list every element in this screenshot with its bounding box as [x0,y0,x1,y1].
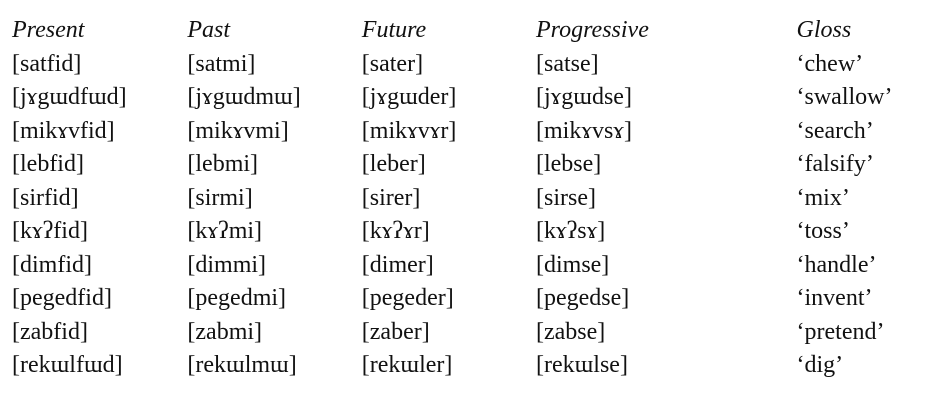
cell-gloss: ‘chew’ [796,50,864,77]
cell-past: [kɤʔmi] [187,218,263,244]
cell-gloss: ‘swallow’ [796,84,893,110]
table-row: [jɤgɯdfɯd] [jɤgɯdmɯ] [jɤgɯder] [jɤgɯdse]… [12,81,946,115]
cell-gloss: ‘invent’ [796,285,873,311]
header-gloss: Gloss [796,17,852,43]
cell-progressive: [mikɤvsɤ] [535,117,632,144]
cell-present: [lebfid] [12,151,84,177]
cell-gloss: ‘mix’ [796,184,850,211]
cell-past: [lebmi] [187,151,259,177]
cell-past: [sirmi] [187,184,253,211]
cell-past: [mikɤvmi] [187,117,289,144]
cell-gloss: ‘falsify’ [796,151,874,177]
cell-future: [sater] [361,50,424,77]
cell-future: [leber] [361,151,426,177]
table-row: [zabfid] [zabmi] [zaber] [zabse] ‘preten… [12,316,946,350]
cell-present: [kɤʔfid] [12,218,88,244]
header-past: Past [187,17,231,43]
table-row: [pegedfid] [pegedmi] [pegeder] [pegedse]… [12,282,946,316]
cell-future: [kɤʔɤr] [361,218,430,244]
cell-progressive: [kɤʔsɤ] [535,218,606,244]
cell-present: [zabfid] [12,318,88,345]
cell-progressive: [satse] [535,50,599,77]
header-future: Future [361,17,427,43]
cell-present: [sirfid] [12,184,79,211]
cell-past: [zabmi] [187,318,263,345]
cell-future: [sirer] [361,184,421,211]
table-row: [rekɯlfɯd] [rekɯlmɯ] [rekɯler] [rekɯlse]… [12,349,946,383]
cell-progressive: [rekɯlse] [535,352,628,378]
cell-progressive: [sirse] [535,184,596,211]
cell-gloss: ‘toss’ [796,218,850,244]
table-row: [mikɤvfid] [mikɤvmi] [mikɤvɤr] [mikɤvsɤ]… [12,115,946,149]
header-row: Present Past Future Progressive Gloss [12,14,946,48]
cell-gloss: ‘pretend’ [796,318,885,345]
header-present: Present [12,17,85,43]
cell-past: [rekɯlmɯ] [187,352,297,378]
cell-progressive: [zabse] [535,318,606,345]
table-row: [satfid] [satmi] [sater] [satse] ‘chew’ [12,48,946,82]
cell-gloss: ‘handle’ [796,251,877,278]
cell-progressive: [dimse] [535,251,610,278]
table-row: [lebfid] [lebmi] [leber] [lebse] ‘falsif… [12,148,946,182]
cell-past: [dimmi] [187,251,267,278]
cell-future: [dimer] [361,251,434,278]
cell-progressive: [lebse] [535,151,602,177]
cell-future: [zaber] [361,318,430,345]
cell-future: [mikɤvɤr] [361,117,457,144]
cell-present: [pegedfid] [12,285,112,311]
cell-progressive: [pegedse] [535,285,630,311]
table-row: [kɤʔfid] [kɤʔmi] [kɤʔɤr] [kɤʔsɤ] ‘toss’ [12,215,946,249]
cell-present: [satfid] [12,50,82,77]
cell-present: [dimfid] [12,251,92,278]
cell-present: [mikɤvfid] [12,117,115,144]
table-row: [sirfid] [sirmi] [sirer] [sirse] ‘mix’ [12,182,946,216]
cell-gloss: ‘dig’ [796,352,844,378]
table-row: [dimfid] [dimmi] [dimer] [dimse] ‘handle… [12,249,946,283]
cell-gloss: ‘search’ [796,117,874,144]
cell-progressive: [jɤgɯdse] [535,84,632,110]
cell-past: [satmi] [187,50,256,77]
cell-future: [pegeder] [361,285,454,311]
cell-present: [rekɯlfɯd] [12,352,123,378]
cell-future: [jɤgɯder] [361,84,457,110]
cell-future: [rekɯler] [361,352,453,378]
cell-present: [jɤgɯdfɯd] [12,84,127,110]
cell-past: [pegedmi] [187,285,287,311]
cell-past: [jɤgɯdmɯ] [187,84,301,110]
verb-paradigm-table: Present Past Future Progressive Gloss [s… [12,14,946,383]
header-progressive: Progressive [535,17,649,43]
